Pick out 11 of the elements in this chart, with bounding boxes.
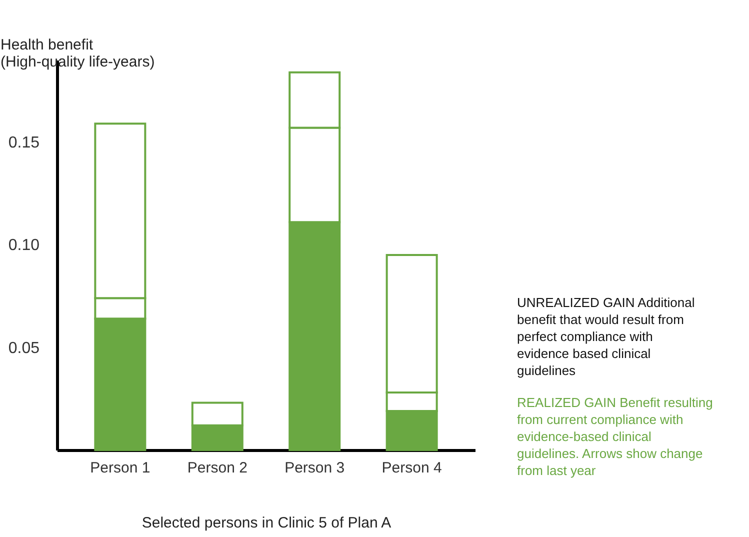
y-tick-label: 0.15 <box>8 134 40 152</box>
y-tick-label: 0.05 <box>8 340 40 357</box>
y-axis-title: Health benefit (High-quality life-years) <box>0 36 155 70</box>
text: UNREALIZED GAIN Additional benefit that would result from perfect compliance with evidence based clinical guidelines <box>517 295 695 378</box>
x-tick-label: Person 2 <box>187 460 248 476</box>
x-axis-title: Selected persons in Clinic 5 of Plan A <box>142 514 392 532</box>
y-tick-label: 0.10 <box>8 237 40 254</box>
text: REALIZED GAIN Benefit resulting from current compliance with evidence-based clinical guidelines. Arrows show change from last year <box>517 395 713 478</box>
x-tick-label: Person 3 <box>284 460 345 476</box>
x-tick-label: Person 1 <box>90 460 150 476</box>
x-tick-label: Person 4 <box>382 460 442 476</box>
